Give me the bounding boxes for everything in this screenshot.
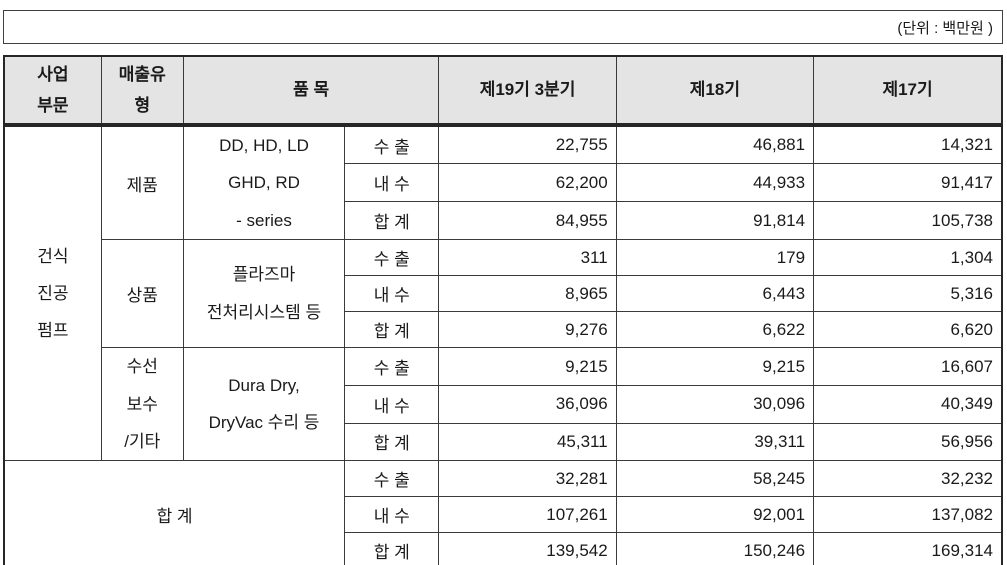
- header-period-18: 제18기: [615, 55, 815, 125]
- unit-note: (단위 : 백만원 ): [897, 19, 993, 37]
- header-period-19q3: 제19기 3분기: [438, 55, 617, 125]
- table-row: 합 계 45,311 39,311 56,956: [4, 422, 1003, 462]
- table-row: 합 계 84,955 91,814 105,738: [4, 201, 1003, 241]
- cell-row-label-subtotal: 합 계: [344, 422, 440, 462]
- cell-item-goods: 플라즈마 전처리시스템 등: [182, 239, 346, 349]
- cell-sales-type-repair: 수선 보수 /기타: [100, 347, 184, 462]
- cell-business-segment: 건식 진공 펌프: [3, 125, 102, 462]
- table-row: 수선 보수 /기타 Dura Dry, DryVac 수리 등 수 출 9,21…: [4, 347, 1003, 462]
- cell-value-17: 1,304: [813, 239, 1003, 277]
- cell-value-19q3: 8,965: [438, 275, 617, 313]
- cell-value-17: 40,349: [813, 384, 1003, 424]
- cell-item-repair: Dura Dry, DryVac 수리 등: [182, 347, 346, 462]
- cell-row-label-export: 수 출: [344, 347, 440, 386]
- cell-value-17: 91,417: [813, 163, 1003, 203]
- header-sales-type: 매출유 형: [100, 55, 184, 125]
- header-period-17: 제17기: [813, 55, 1003, 125]
- cell-value-18: 30,096: [615, 384, 815, 424]
- table-body: 건식 진공 펌프 제품 DD, HD, LD GHD, RD - series …: [3, 125, 1003, 565]
- cell-value-18: 39,311: [615, 422, 815, 462]
- cell-value-19q3: 84,955: [438, 201, 617, 241]
- cell-grand-total-label: 합 계: [3, 460, 346, 565]
- table-row: 상품 플라즈마 전처리시스템 등 수 출 311 179 1,304: [4, 239, 1003, 349]
- cell-value-17: 5,316: [813, 275, 1003, 313]
- cell-value-18: 46,881: [615, 125, 815, 165]
- cell-sales-type-goods: 상품: [100, 239, 184, 349]
- table-row: 내 수 62,200 44,933 91,417: [4, 163, 1003, 203]
- cell-value-19q3: 107,261: [438, 496, 617, 534]
- header-item: 품 목: [182, 55, 440, 125]
- cell-value-17: 56,956: [813, 422, 1003, 462]
- cell-row-label-export: 수 출: [344, 460, 440, 498]
- cell-row-label-domestic: 내 수: [344, 275, 440, 313]
- cell-value-17: 16,607: [813, 347, 1003, 386]
- table-row: 합 계 수 출 32,281 58,245 32,232: [3, 460, 1003, 565]
- table-row: 내 수 36,096 30,096 40,349: [4, 384, 1003, 424]
- cell-value-18: 9,215: [615, 347, 815, 386]
- cell-row-label-domestic: 내 수: [344, 384, 440, 424]
- cell-value-17: 14,321: [813, 125, 1003, 165]
- cell-value-19q3: 9,215: [438, 347, 617, 386]
- cell-item-product: DD, HD, LD GHD, RD - series: [182, 125, 346, 241]
- header-row: 사업 부문 매출유 형 품 목 제19기 3분기 제18기 제17기: [3, 55, 1003, 125]
- cell-value-18: 150,246: [615, 532, 815, 565]
- table-row: 건식 진공 펌프 제품 DD, HD, LD GHD, RD - series …: [3, 125, 1003, 462]
- table-row: 내 수 8,965 6,443 5,316: [4, 275, 1003, 313]
- cell-value-18: 91,814: [615, 201, 815, 241]
- cell-value-17: 32,232: [813, 460, 1003, 498]
- cell-row-label-domestic: 내 수: [344, 496, 440, 534]
- cell-value-18: 92,001: [615, 496, 815, 534]
- table-row: 내 수 107,261 92,001 137,082: [4, 496, 1003, 534]
- cell-value-19q3: 311: [438, 239, 617, 277]
- table-header: 사업 부문 매출유 형 품 목 제19기 3분기 제18기 제17기: [3, 55, 1003, 125]
- cell-value-17: 6,620: [813, 311, 1003, 349]
- cell-value-17: 105,738: [813, 201, 1003, 241]
- cell-value-18: 179: [615, 239, 815, 277]
- cell-row-label-subtotal: 합 계: [344, 201, 440, 241]
- cell-value-18: 58,245: [615, 460, 815, 498]
- cell-sales-type-product: 제품: [100, 125, 184, 241]
- cell-value-17: 137,082: [813, 496, 1003, 534]
- cell-value-17: 169,314: [813, 532, 1003, 565]
- header-business-segment: 사업 부문: [3, 55, 102, 125]
- cell-value-19q3: 32,281: [438, 460, 617, 498]
- cell-value-19q3: 139,542: [438, 532, 617, 565]
- cell-value-19q3: 62,200: [438, 163, 617, 203]
- cell-value-18: 6,622: [615, 311, 815, 349]
- unit-note-box: (단위 : 백만원 ): [3, 10, 1003, 44]
- cell-value-18: 6,443: [615, 275, 815, 313]
- cell-value-18: 44,933: [615, 163, 815, 203]
- cell-value-19q3: 9,276: [438, 311, 617, 349]
- cell-row-label-subtotal: 합 계: [344, 532, 440, 565]
- table-row: 합 계 9,276 6,622 6,620: [4, 311, 1003, 349]
- cell-row-label-domestic: 내 수: [344, 163, 440, 203]
- table-row: 합 계 139,542 150,246 169,314: [4, 532, 1003, 565]
- cell-value-19q3: 45,311: [438, 422, 617, 462]
- cell-row-label-export: 수 출: [344, 125, 440, 165]
- cell-value-19q3: 36,096: [438, 384, 617, 424]
- cell-row-label-export: 수 출: [344, 239, 440, 277]
- cell-row-label-subtotal: 합 계: [344, 311, 440, 349]
- cell-value-19q3: 22,755: [438, 125, 617, 165]
